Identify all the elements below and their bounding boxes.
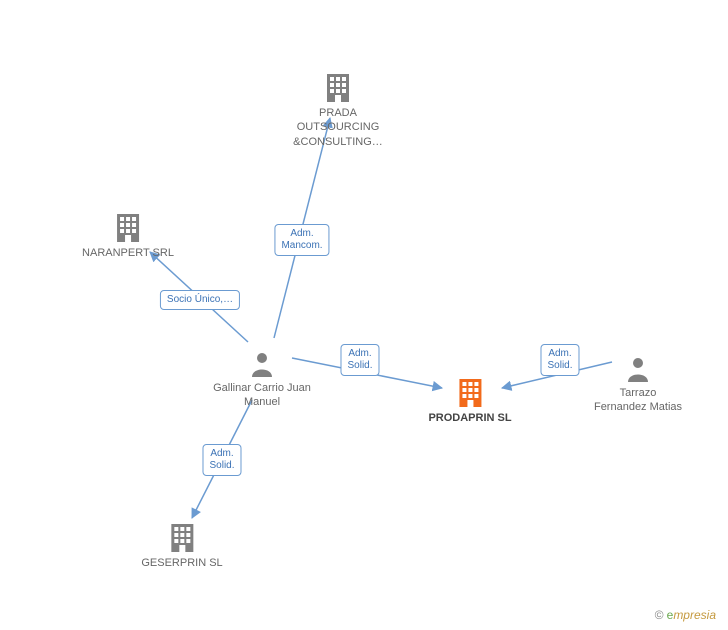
node-prodaprin[interactable]: PRODAPRIN SL bbox=[428, 375, 511, 425]
copyright-symbol: © bbox=[654, 608, 663, 622]
watermark: © empresia bbox=[654, 608, 716, 622]
building-icon bbox=[166, 520, 198, 552]
edge-label: Adm.Solid. bbox=[202, 444, 241, 476]
edge-label: Adm.Solid. bbox=[340, 344, 379, 376]
edge-label: Adm.Mancom. bbox=[274, 224, 329, 256]
node-label: NARANPERT SRL bbox=[82, 246, 174, 260]
node-geserprin[interactable]: GESERPRIN SL bbox=[141, 520, 222, 570]
building-icon bbox=[322, 70, 354, 102]
building-icon bbox=[454, 375, 486, 407]
building-icon bbox=[112, 210, 144, 242]
person-icon bbox=[622, 350, 654, 382]
person-icon bbox=[246, 345, 278, 377]
edge-label: Socio Único,… bbox=[160, 290, 240, 310]
node-prada[interactable]: PRADA OUTSOURCING &CONSULTING… bbox=[278, 70, 398, 149]
node-label: GESERPRIN SL bbox=[141, 556, 222, 570]
network-diagram: PRADA OUTSOURCING &CONSULTING… NARANPERT… bbox=[0, 0, 728, 630]
node-label: Tarrazo Fernandez Matias bbox=[593, 386, 683, 415]
node-label: Gallinar Carrio Juan Manuel bbox=[202, 381, 322, 410]
edge-label: Adm.Solid. bbox=[540, 344, 579, 376]
node-naranpert[interactable]: NARANPERT SRL bbox=[82, 210, 174, 260]
node-gallinar[interactable]: Gallinar Carrio Juan Manuel bbox=[202, 345, 322, 410]
node-tarrazo[interactable]: Tarrazo Fernandez Matias bbox=[593, 350, 683, 415]
node-label: PRADA OUTSOURCING &CONSULTING… bbox=[278, 106, 398, 149]
node-label: PRODAPRIN SL bbox=[428, 411, 511, 425]
watermark-brand: mpresia bbox=[673, 608, 716, 622]
